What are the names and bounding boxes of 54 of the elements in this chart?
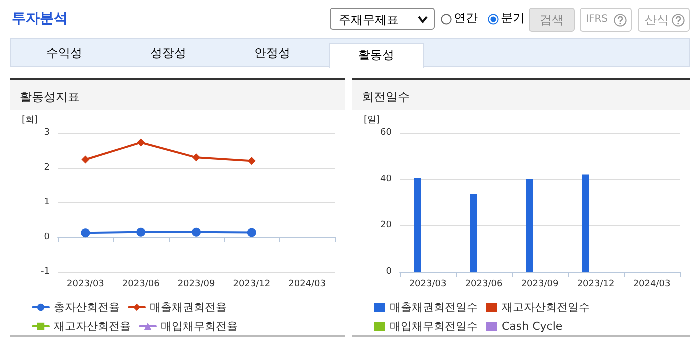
legend-label: 재고자산회전율 xyxy=(54,320,131,333)
point xyxy=(137,138,146,147)
y-tick-label: 0 xyxy=(44,232,50,242)
y-axis-title: [회] xyxy=(22,116,38,126)
x-tick-label: 2023/03 xyxy=(409,280,447,290)
text: 성장성 xyxy=(150,45,188,62)
text: 연간 xyxy=(454,10,478,27)
point xyxy=(192,228,201,237)
point xyxy=(192,154,200,162)
point xyxy=(82,156,90,164)
legend-label: 매입채무회전일수 xyxy=(390,320,478,333)
text: 투자분석 xyxy=(12,10,68,28)
point xyxy=(248,157,256,166)
x-tick-label: 2023/12 xyxy=(233,280,271,290)
x-tick-label: 2023/06 xyxy=(122,280,160,290)
y-tick-label: 0 xyxy=(386,267,392,277)
text: 검색 xyxy=(529,8,575,32)
y-tick-label: 3 xyxy=(44,128,50,138)
chart-title: 회전일수 xyxy=(362,89,410,106)
x-tick-label: 2024/03 xyxy=(633,280,671,290)
text: 활동성 xyxy=(329,43,424,68)
text: 수익성 xyxy=(46,45,84,62)
y-axis-title: [일] xyxy=(364,116,380,126)
x-tick-label: 2024/03 xyxy=(288,280,326,290)
text: IFRS xyxy=(580,8,632,32)
y-tick-label: 60 xyxy=(380,128,392,138)
y-tick-label: 1 xyxy=(44,198,50,208)
point xyxy=(136,228,146,237)
y-tick-label: 20 xyxy=(380,220,392,231)
y-tick-label: 2 xyxy=(44,162,50,173)
y-tick-label: 40 xyxy=(380,174,392,184)
text: 주재무제표 xyxy=(330,8,435,30)
legend-label: 매출채권회전율 xyxy=(150,301,227,314)
x-tick-label: 2023/09 xyxy=(178,280,216,290)
x-tick-label: 2023/03 xyxy=(67,280,104,290)
x-tick-label: 2023/06 xyxy=(465,280,503,290)
x-tick-label: 2023/09 xyxy=(521,280,559,290)
text: 분기 xyxy=(501,10,525,27)
legend-label: 재고자산회전일수 xyxy=(502,301,590,314)
x-tick-label: 2023/12 xyxy=(577,280,615,290)
bar xyxy=(414,178,421,272)
point xyxy=(247,228,256,238)
chart-title: 활동성지표 xyxy=(20,89,80,106)
bar xyxy=(526,179,533,272)
point xyxy=(81,228,90,238)
legend-label: 매입채무회전율 xyxy=(161,320,238,333)
legend-label: 매출채권회전일수 xyxy=(390,301,478,314)
legend-label: 총자산회전율 xyxy=(54,301,120,314)
bar xyxy=(470,194,477,272)
bar xyxy=(582,174,589,272)
y-tick-label: -1 xyxy=(41,267,50,277)
text: 산식 xyxy=(638,8,690,32)
text: 안정성 xyxy=(254,45,292,62)
legend-label: Cash Cycle xyxy=(502,320,563,333)
